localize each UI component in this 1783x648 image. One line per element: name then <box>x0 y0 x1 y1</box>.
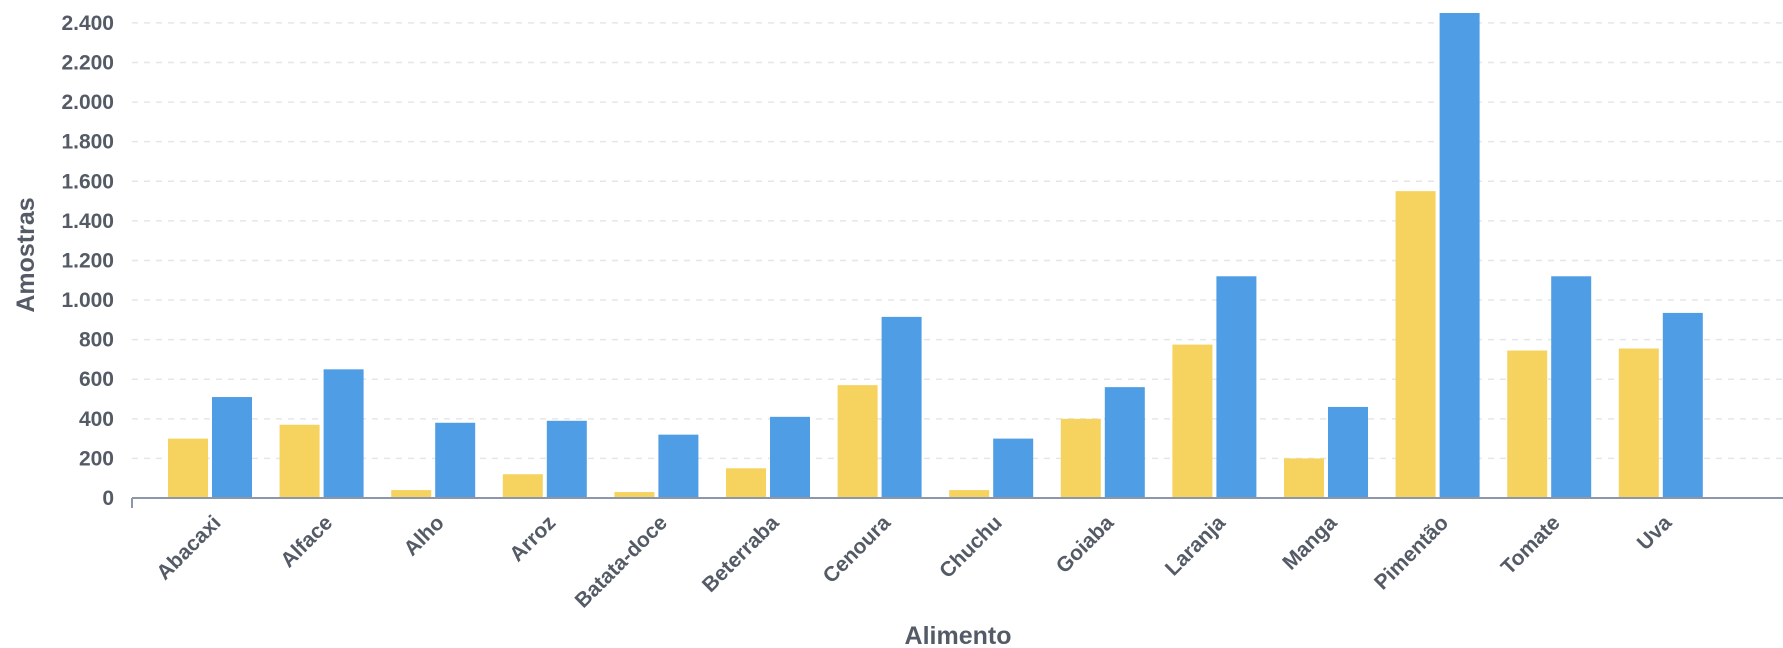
y-tick-labels: 0 200 400 600 800 1.000 1.200 1.400 1.600 1.800 2.… <box>61 12 114 510</box>
bar-arroz-series-1 <box>502 474 543 498</box>
x-tick-label: Uva <box>1633 511 1677 555</box>
bar-pimentão-series-1 <box>1395 191 1436 498</box>
y-tick-label: 200 <box>79 447 114 470</box>
bar-uva-series-2 <box>1662 312 1703 498</box>
bar-alface-series-1 <box>279 424 320 498</box>
x-tick-label: Abacaxi <box>152 511 225 584</box>
y-tick-label: 1.800 <box>61 131 114 154</box>
bar-chuchu-series-1 <box>949 490 990 498</box>
x-axis-title: Alimento <box>905 622 1012 648</box>
y-axis-title: Amostras <box>12 197 40 312</box>
bar-uva-series-1 <box>1618 348 1659 498</box>
bar-pimentão-series-2 <box>1439 13 1480 498</box>
y-tick-label: 800 <box>79 329 114 352</box>
x-tick-label: Chuchu <box>935 511 1007 583</box>
y-tick-label: 1.200 <box>61 249 114 272</box>
bar-cenoura-series-2 <box>881 316 922 498</box>
x-tick-label: Alface <box>276 511 337 572</box>
x-tick-label: Cenoura <box>819 511 896 588</box>
bar-abacaxi-series-2 <box>212 397 252 498</box>
x-tick-label: Goiaba <box>1052 511 1119 578</box>
bar-alho-series-2 <box>435 422 476 498</box>
y-tick-label: 2.000 <box>61 91 114 114</box>
bar-beterraba-series-2 <box>770 416 810 498</box>
bar-alface-series-2 <box>323 369 364 498</box>
bar-cenoura-series-1 <box>837 385 878 498</box>
x-tick-label: Pimentão <box>1370 511 1453 594</box>
x-tick-label: Arroz <box>505 511 560 566</box>
y-tick-label: 1.600 <box>61 170 114 193</box>
bar-manga-series-2 <box>1328 406 1368 498</box>
x-tick-label: Alho <box>399 511 448 560</box>
x-tick-label: Laranja <box>1161 511 1230 580</box>
bar-batata-doce-series-2 <box>658 434 699 498</box>
x-tick-labels: Abacaxi Alface Alho Arroz Batata-doce Beterra… <box>152 511 1676 612</box>
bars <box>168 13 1703 498</box>
y-tick-label: 2.400 <box>61 12 114 35</box>
bar-goiaba-series-2 <box>1104 387 1145 498</box>
x-tick-label: Batata-doce <box>571 511 672 612</box>
bar-tomate-series-2 <box>1551 276 1592 498</box>
bar-tomate-series-1 <box>1507 350 1548 498</box>
bar-alho-series-1 <box>391 490 432 498</box>
bar-goiaba-series-1 <box>1060 418 1101 498</box>
y-tick-label: 2.200 <box>61 51 114 74</box>
bar-arroz-series-2 <box>546 420 587 498</box>
bar-manga-series-1 <box>1284 458 1324 498</box>
bar-abacaxi-series-1 <box>168 438 208 498</box>
bar-batata-doce-series-1 <box>614 492 655 498</box>
bar-beterraba-series-1 <box>726 468 766 498</box>
axes <box>131 497 1783 508</box>
y-tick-label: 400 <box>79 408 114 431</box>
y-tick-label: 1.000 <box>61 289 114 312</box>
y-tick-label: 1.400 <box>61 210 114 233</box>
x-tick-label: Beterraba <box>698 511 784 597</box>
bar-chuchu-series-2 <box>993 438 1034 498</box>
x-tick-label: Tomate <box>1497 511 1565 579</box>
y-tick-label: 600 <box>79 368 114 391</box>
bar-laranja-series-1 <box>1172 344 1213 498</box>
y-tick-label: 0 <box>102 487 114 510</box>
bar-laranja-series-2 <box>1216 276 1257 498</box>
x-tick-label: Manga <box>1278 511 1342 575</box>
